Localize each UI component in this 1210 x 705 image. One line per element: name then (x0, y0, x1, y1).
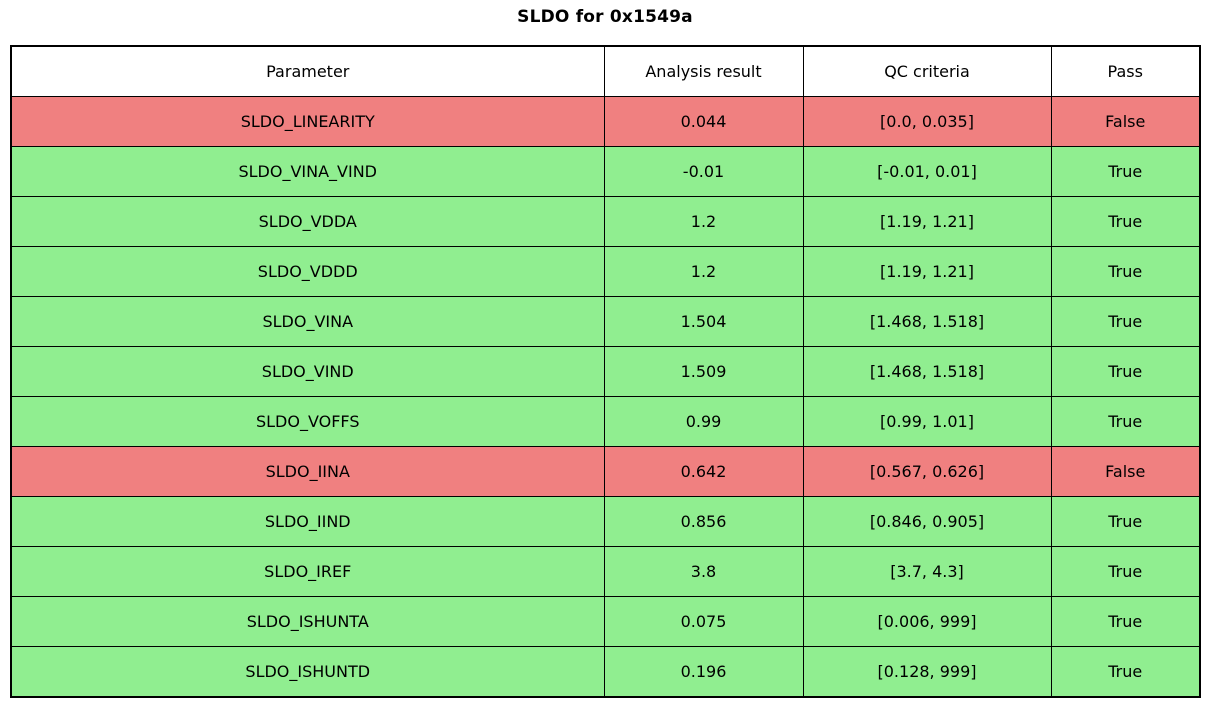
qc-criteria-cell: [3.7, 4.3] (802, 546, 1052, 597)
table-header: Parameter Analysis result QC criteria Pass (10, 45, 1201, 97)
parameter-cell: SLDO_VINA (10, 296, 605, 347)
pass-cell: True (1050, 146, 1201, 197)
parameter-cell: SLDO_ISHUNTA (10, 596, 605, 647)
qc-criteria-cell: [0.846, 0.905] (802, 496, 1052, 547)
analysis-result-cell: 0.642 (603, 446, 804, 497)
qc-criteria-cell: [0.99, 1.01] (802, 396, 1052, 447)
column-header: Analysis result (603, 45, 804, 97)
analysis-result-cell: 1.2 (603, 246, 804, 297)
analysis-result-cell: 1.504 (603, 296, 804, 347)
table-row: SLDO_VIND 1.509 [1.468, 1.518] True (10, 346, 1201, 397)
analysis-result-cell: 0.075 (603, 596, 804, 647)
analysis-result-cell: -0.01 (603, 146, 804, 197)
qc-criteria-cell: [1.468, 1.518] (802, 296, 1052, 347)
pass-cell: True (1050, 296, 1201, 347)
parameter-cell: SLDO_LINEARITY (10, 96, 605, 147)
table-body: SLDO_LINEARITY 0.044 [0.0, 0.035] False … (10, 96, 1201, 698)
header-row: Parameter Analysis result QC criteria Pass (10, 45, 1201, 97)
parameter-cell: SLDO_IINA (10, 446, 605, 497)
qc-criteria-cell: [0.128, 999] (802, 646, 1052, 698)
column-header: QC criteria (802, 45, 1052, 97)
analysis-result-cell: 0.196 (603, 646, 804, 698)
table-row: SLDO_VINA 1.504 [1.468, 1.518] True (10, 296, 1201, 347)
pass-cell: True (1050, 246, 1201, 297)
analysis-result-cell: 3.8 (603, 546, 804, 597)
parameter-cell: SLDO_ISHUNTD (10, 646, 605, 698)
qc-criteria-cell: [1.19, 1.21] (802, 246, 1052, 297)
table-row: SLDO_VDDD 1.2 [1.19, 1.21] True (10, 246, 1201, 297)
analysis-result-cell: 1.2 (603, 196, 804, 247)
column-header: Parameter (10, 45, 605, 97)
analysis-result-cell: 1.509 (603, 346, 804, 397)
table-row: SLDO_VINA_VIND -0.01 [-0.01, 0.01] True (10, 146, 1201, 197)
table-row: SLDO_VDDA 1.2 [1.19, 1.21] True (10, 196, 1201, 247)
analysis-result-cell: 0.044 (603, 96, 804, 147)
table-row: SLDO_IREF 3.8 [3.7, 4.3] True (10, 546, 1201, 597)
parameter-cell: SLDO_VIND (10, 346, 605, 397)
table-row: SLDO_IIND 0.856 [0.846, 0.905] True (10, 496, 1201, 547)
parameter-cell: SLDO_IIND (10, 496, 605, 547)
table-row: SLDO_ISHUNTD 0.196 [0.128, 999] True (10, 646, 1201, 698)
pass-cell: True (1050, 196, 1201, 247)
parameter-cell: SLDO_VINA_VIND (10, 146, 605, 197)
analysis-result-cell: 0.856 (603, 496, 804, 547)
table-row: SLDO_LINEARITY 0.044 [0.0, 0.035] False (10, 96, 1201, 147)
pass-cell: True (1050, 396, 1201, 447)
table-row: SLDO_ISHUNTA 0.075 [0.006, 999] True (10, 596, 1201, 647)
parameter-cell: SLDO_VDDD (10, 246, 605, 297)
qc-criteria-cell: [1.19, 1.21] (802, 196, 1052, 247)
qc-criteria-cell: [0.0, 0.035] (802, 96, 1052, 147)
pass-cell: True (1050, 646, 1201, 698)
pass-cell: True (1050, 346, 1201, 397)
parameter-cell: SLDO_VOFFS (10, 396, 605, 447)
qc-criteria-cell: [0.567, 0.626] (802, 446, 1052, 497)
qc-criteria-cell: [-0.01, 0.01] (802, 146, 1052, 197)
chart-title: SLDO for 0x1549a (517, 7, 693, 27)
table-row: SLDO_IINA 0.642 [0.567, 0.626] False (10, 446, 1201, 497)
qc-criteria-cell: [1.468, 1.518] (802, 346, 1052, 397)
pass-cell: True (1050, 546, 1201, 597)
qc-criteria-cell: [0.006, 999] (802, 596, 1052, 647)
table-row: SLDO_VOFFS 0.99 [0.99, 1.01] True (10, 396, 1201, 447)
parameter-cell: SLDO_VDDA (10, 196, 605, 247)
pass-cell: False (1050, 446, 1201, 497)
pass-cell: False (1050, 96, 1201, 147)
parameter-cell: SLDO_IREF (10, 546, 605, 597)
pass-cell: True (1050, 496, 1201, 547)
analysis-result-cell: 0.99 (603, 396, 804, 447)
pass-cell: True (1050, 596, 1201, 647)
column-header: Pass (1050, 45, 1201, 97)
qc-results-table: Parameter Analysis result QC criteria Pass … (10, 45, 1201, 698)
